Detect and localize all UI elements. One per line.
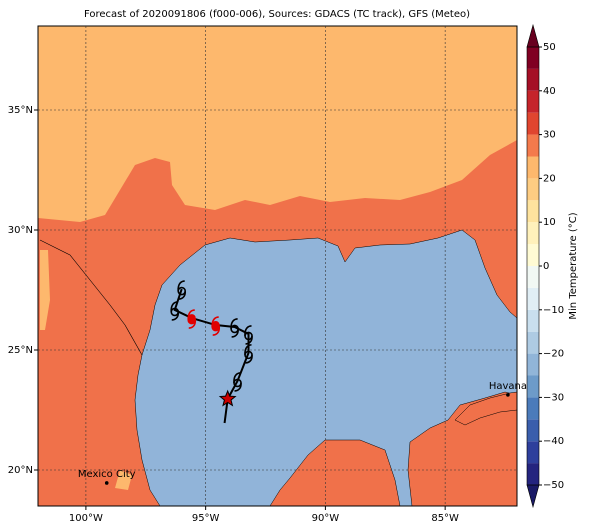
colorbar-band xyxy=(527,353,539,376)
colorbar-band xyxy=(527,309,539,332)
storm-arm xyxy=(244,325,252,336)
storm-arm xyxy=(188,320,197,329)
storm-arm xyxy=(177,280,185,292)
colorbar-band xyxy=(527,375,539,398)
lat-tick-label: 20°N xyxy=(8,465,33,476)
storm-arm xyxy=(171,311,180,321)
storm-symbol xyxy=(230,318,239,338)
colorbar-tick-label: −10 xyxy=(543,305,564,316)
map-area xyxy=(38,26,517,506)
storm-dot xyxy=(187,314,196,323)
colorbar-band xyxy=(527,47,539,69)
colorbar-tick-label: 0 xyxy=(543,261,549,272)
storm-arm xyxy=(230,318,238,330)
colorbar-tick-label: 40 xyxy=(543,86,556,97)
storm-arm xyxy=(178,290,187,300)
map-frame xyxy=(37,25,518,507)
storm-symbol xyxy=(177,280,187,300)
lon-tick-label: 85°W xyxy=(431,513,459,524)
city-dot xyxy=(506,393,510,397)
colorbar-tick-label: 20 xyxy=(543,173,556,184)
lon-tick-label: 100°W xyxy=(69,513,103,524)
colorbar-band xyxy=(527,200,539,223)
storm-symbol xyxy=(170,301,180,321)
colorbar-band xyxy=(527,68,539,91)
gulf-of-mexico xyxy=(134,229,517,506)
lon-tick-label: 95°W xyxy=(192,513,220,524)
track-star xyxy=(218,389,237,407)
storm-symbol xyxy=(187,309,197,329)
city-dot xyxy=(104,481,109,485)
colorbar-tick-label: −50 xyxy=(543,480,564,491)
colorbar-band xyxy=(527,156,539,179)
border xyxy=(39,239,143,356)
storm-dot xyxy=(211,321,220,330)
storm-symbol xyxy=(211,316,221,336)
storm-arm xyxy=(245,335,253,345)
colorbar-tick-label: 50 xyxy=(543,42,556,53)
lon-tick-label: 90°W xyxy=(312,513,340,524)
colorbar-band xyxy=(527,90,539,113)
colorbar-tick-label: −20 xyxy=(543,349,564,360)
colorbar-band xyxy=(527,134,539,157)
colorbar-band xyxy=(527,266,539,288)
colorbar-band xyxy=(527,287,539,310)
colorbar-band xyxy=(527,463,539,485)
map-title: Forecast of 2020091806 (f000-006), Sourc… xyxy=(84,9,470,20)
storm-arm xyxy=(234,382,242,392)
colorbar-tick-label: 10 xyxy=(543,217,556,228)
colorbar-label: Min Temperature (°C) xyxy=(568,212,579,319)
colorbar-tick-label: −30 xyxy=(543,392,564,403)
colorbar-band xyxy=(527,244,539,266)
storm-arm xyxy=(245,354,253,364)
colorbar-band xyxy=(527,222,539,245)
storm-arm xyxy=(233,372,241,384)
colorbar-tick-label: −40 xyxy=(543,436,564,447)
lat-tick-label: 30°N xyxy=(8,225,33,236)
storm-symbol xyxy=(233,372,242,392)
colorbar-band xyxy=(527,441,539,464)
track-line xyxy=(173,288,250,424)
colorbar-band xyxy=(527,178,539,201)
colorbar-band xyxy=(527,112,539,135)
colorbar-over xyxy=(526,23,540,48)
colorbar-band xyxy=(527,397,539,420)
colorbar-band xyxy=(527,331,539,354)
storm-arm xyxy=(231,328,239,338)
colorbar-tick-label: 30 xyxy=(543,130,556,141)
lat-tick-label: 25°N xyxy=(8,345,33,356)
colorbar-under xyxy=(526,484,540,509)
lat-tick-label: 35°N xyxy=(8,105,33,116)
storm-arm xyxy=(244,344,252,355)
storm-arm xyxy=(212,326,221,336)
colorbar-band xyxy=(527,419,539,442)
cuba xyxy=(454,391,517,426)
storm-symbol xyxy=(244,344,253,364)
city-label: Mexico City xyxy=(78,469,136,480)
storm-symbol xyxy=(244,325,253,345)
city-label: Havana xyxy=(489,381,527,392)
storm-arm xyxy=(170,301,178,312)
